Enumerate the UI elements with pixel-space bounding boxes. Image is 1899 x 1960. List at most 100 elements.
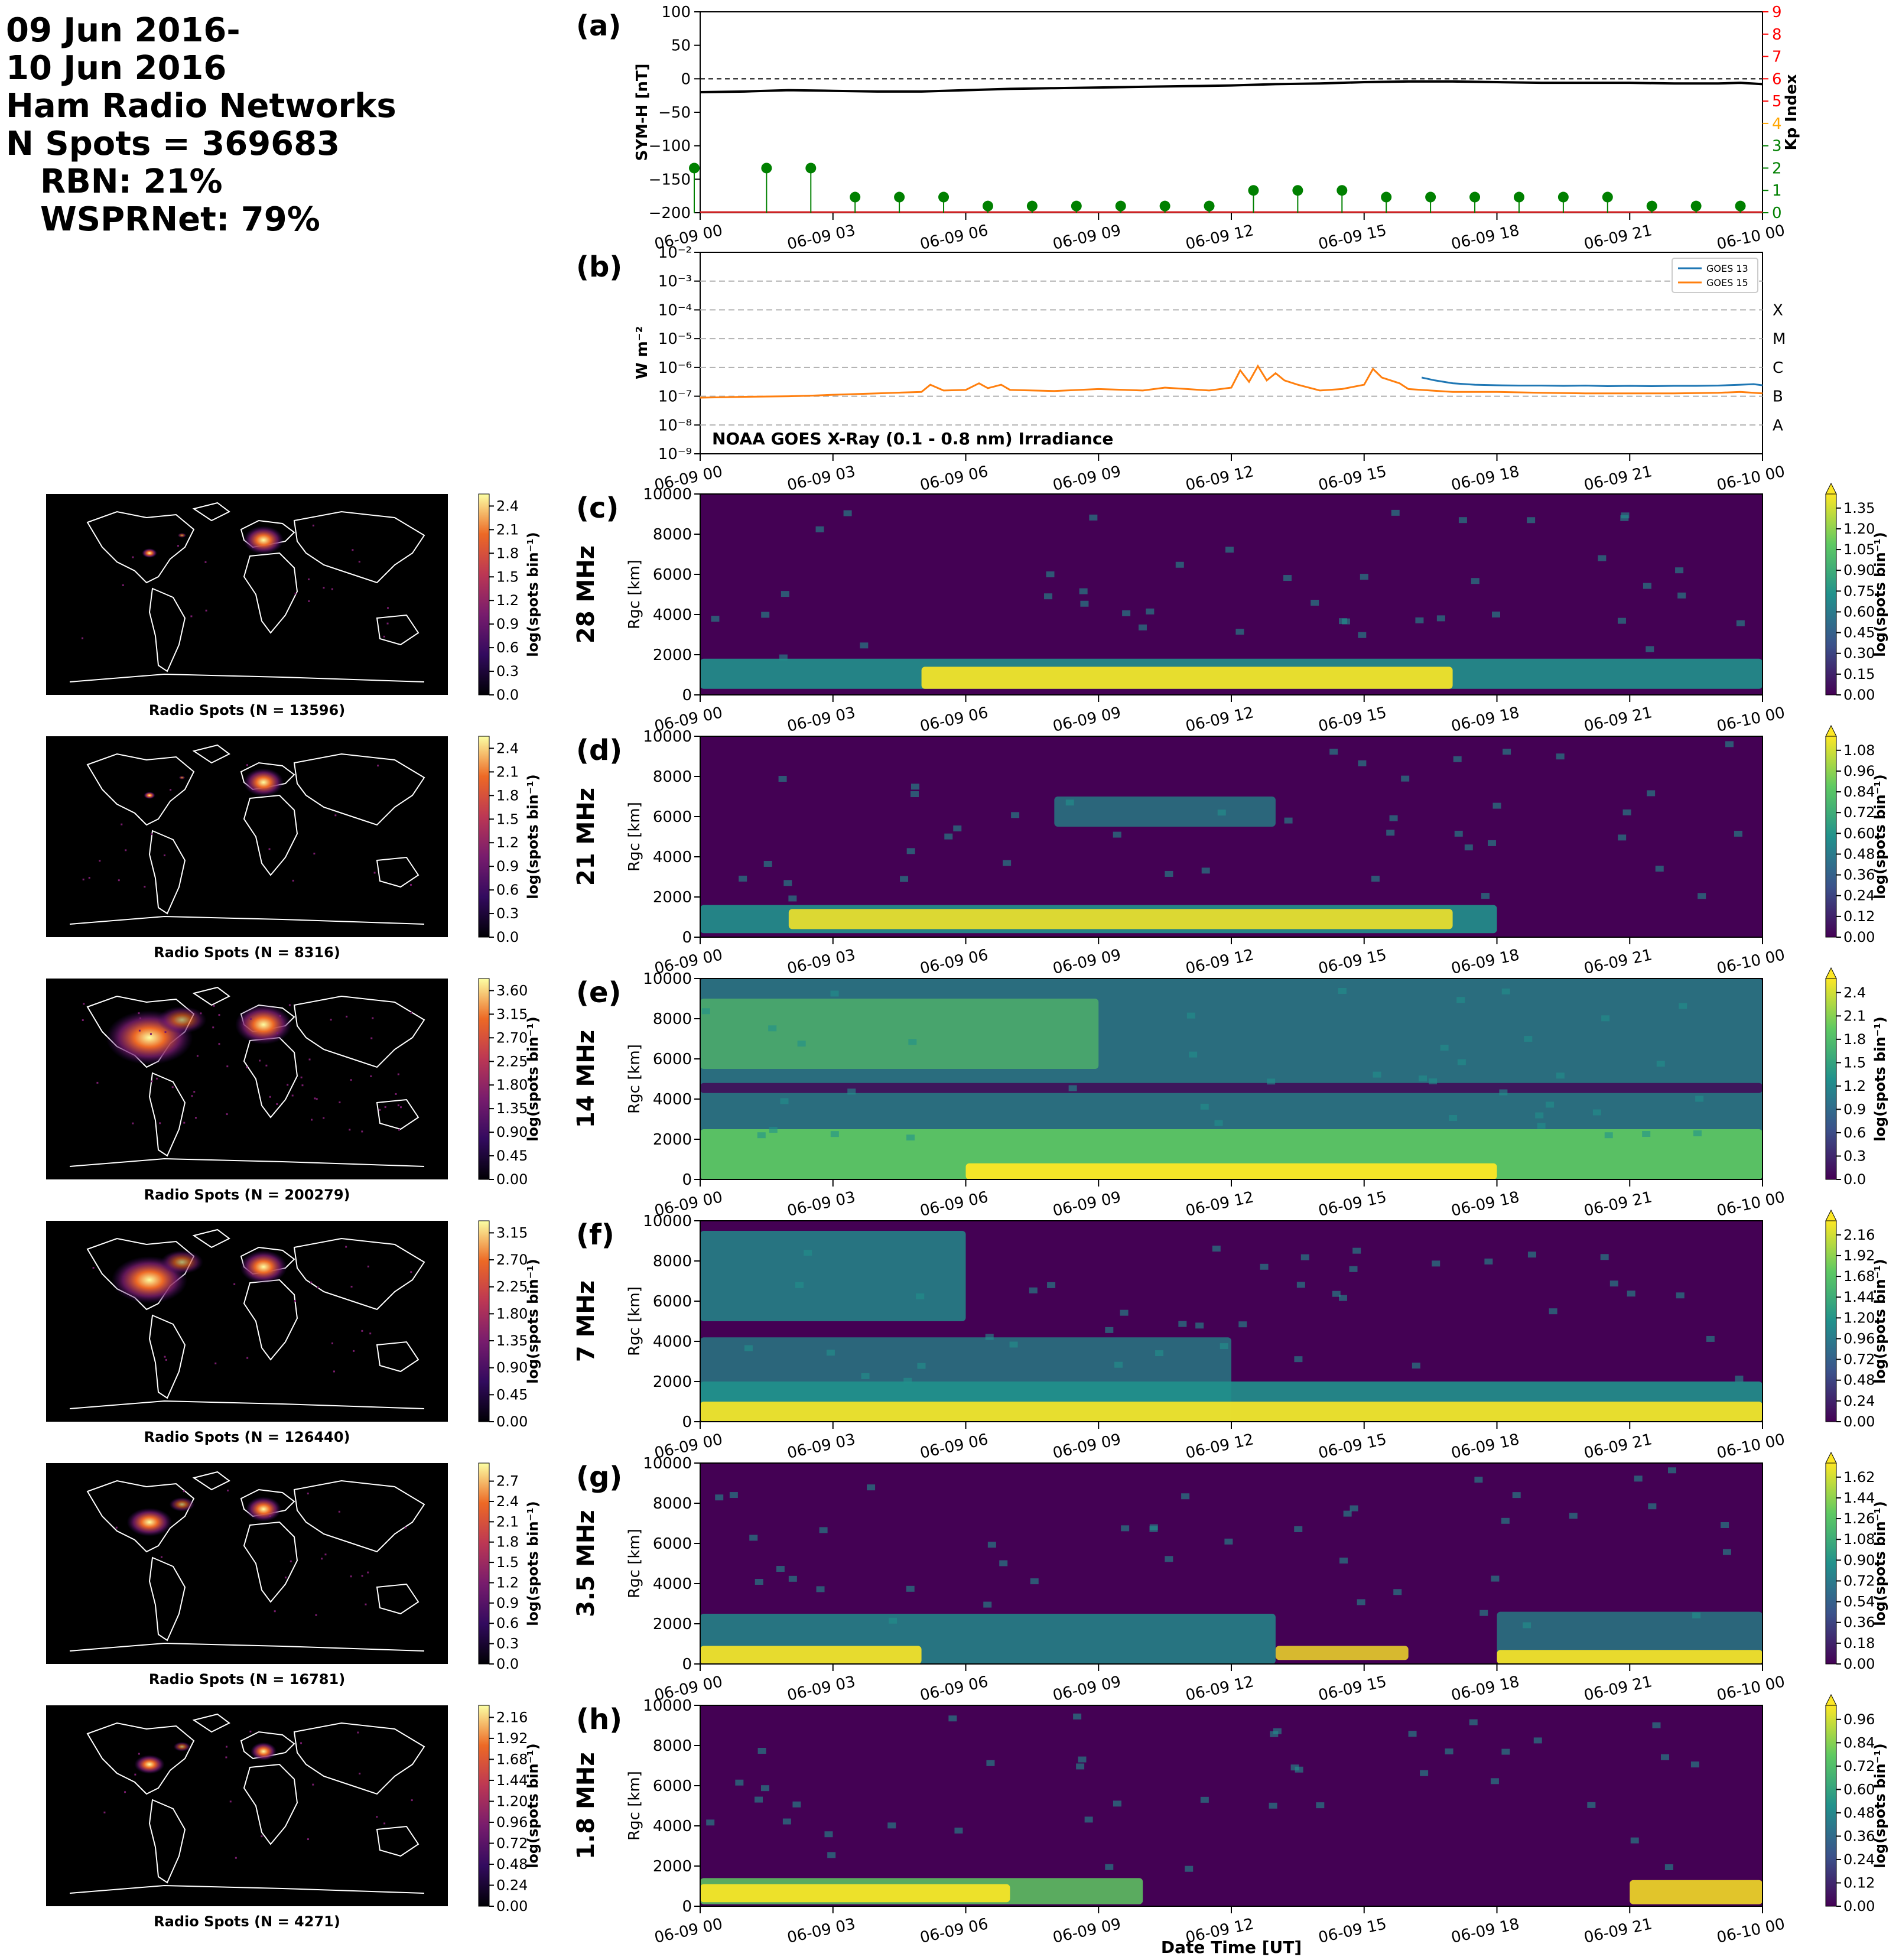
rti-sparse-cell [1527, 517, 1536, 524]
panel-b-legend-label: GOES 13 [1706, 263, 1748, 274]
panel-b-xtick-label: 06-09 06 [918, 463, 990, 495]
map-colorbar-label: log(spots bin⁻¹) [525, 1501, 541, 1626]
summary-date-start: 09 Jun 2016- [6, 11, 240, 50]
rti-sparse-cell [1047, 1282, 1056, 1288]
map-title: Radio Spots (N = 16781) [149, 1671, 345, 1688]
rti-sparse-cell [1537, 1123, 1546, 1129]
rti-sparse-cell [1296, 1282, 1305, 1288]
panel-a-kp-marker [894, 191, 905, 203]
rti-sparse-cell [763, 860, 772, 867]
world-map-coastline [240, 1731, 295, 1760]
rti-sparse-cell [744, 1345, 753, 1351]
map-spot-pixel [290, 1560, 292, 1562]
panel-b-ytick-label: 10⁻² [658, 244, 692, 262]
rti-sparse-cell [755, 1579, 763, 1585]
rti-band-label: 3.5 MHz [573, 1510, 600, 1617]
rti-sparse-cell [1290, 1764, 1299, 1771]
map-spot-pixel [155, 1077, 158, 1080]
map-colorbar-tick-label: 0.45 [496, 1148, 528, 1164]
rti-sparse-cell [1556, 1072, 1565, 1079]
rti-colorbar-label: log(spots bin⁻¹) [1872, 1743, 1888, 1868]
rti-sparse-cell [1079, 588, 1088, 594]
rti-colorbar-extend-arrow [1825, 1694, 1837, 1706]
map-colorbar-label: log(spots bin⁻¹) [525, 1743, 541, 1868]
rti-sparse-cell [1311, 600, 1319, 606]
rti-sparse-cell [986, 1760, 995, 1766]
world-map-coastline [243, 1279, 298, 1361]
map-colorbar-label: log(spots bin⁻¹) [525, 1016, 541, 1142]
map-spot-pixel [276, 1103, 278, 1106]
rti-ytick-label: 2000 [653, 646, 692, 664]
panel-b-ytick-label: 10⁻⁴ [658, 301, 692, 319]
rti-colorbar-tick-label: 0.6 [1843, 1124, 1866, 1141]
map-spot-pixel [103, 1811, 106, 1813]
map-colorbar-tick-label: 0.9 [496, 1595, 519, 1611]
rti-sparse-cell [889, 1617, 898, 1624]
panel-a-ytick-label: −150 [649, 171, 691, 188]
map-title: Radio Spots (N = 13596) [149, 702, 345, 719]
rti-colorbar-tick-label: 1.44 [1843, 1289, 1875, 1305]
map-colorbar-tick-label: 0.3 [496, 905, 519, 922]
map-spot-pixel [276, 1032, 278, 1034]
panel-a-kp-marker [1557, 191, 1569, 203]
band-panel-3-5-mhz: Radio Spots (N = 16781) 2.7 2.4 2.1 1.8 1.5 1.… [46, 1451, 1888, 1705]
map-spot-pixel [383, 635, 385, 638]
map-spot-pixel [316, 1098, 318, 1100]
rti-colorbar-tick-label: 0.72 [1843, 1572, 1875, 1589]
rti-sparse-cell [1587, 1802, 1596, 1808]
map-colorbar-tick-label: 0.45 [496, 1386, 528, 1403]
rti-sparse-cell [1622, 809, 1631, 815]
panel-a-ytick-label: −200 [649, 204, 691, 222]
world-map-coastline [148, 587, 186, 672]
rti-0-xtick-label: 06-09 03 [786, 704, 857, 736]
rti-colorbar-tick-label: 0.60 [1843, 825, 1875, 841]
panel-a-kp-marker [1646, 200, 1657, 212]
panel-b-goes13-line [1421, 376, 1763, 388]
panel-a-kp-marker [1248, 185, 1259, 196]
panel-a-xtick-label: 06-09 12 [1184, 222, 1256, 253]
map-spot-pixel [300, 1076, 303, 1078]
map-colorbar-tick-label: 0.00 [496, 1898, 528, 1915]
map-spot-pixel [122, 584, 124, 586]
map-spot-pixel [218, 1043, 220, 1045]
map-spot-pixel [346, 1015, 348, 1018]
world-map-background [46, 494, 448, 695]
rti-sparse-cell [830, 1131, 839, 1137]
map-spot-pixel [358, 561, 360, 563]
rti-colorbar-tick-label: 0.96 [1843, 763, 1875, 779]
rti-sparse-cell [1440, 1044, 1449, 1051]
map-colorbar-tick-label: 0.9 [496, 858, 519, 875]
rti-sparse-cell [1114, 1361, 1123, 1368]
rti-sparse-cell [1642, 1131, 1651, 1137]
rti-sparse-cell [983, 1601, 992, 1608]
map-spot-pixel [350, 1079, 352, 1081]
rti-sparse-cell [1220, 1343, 1228, 1350]
rti-sparse-cell [1695, 1096, 1704, 1102]
rti-sparse-cell [1487, 840, 1496, 846]
rti-sparse-cell [903, 1377, 912, 1384]
rti-colorbar-tick-label: 1.20 [1843, 1309, 1875, 1326]
panel-a-ylabel-left: SYM-H [nT] [633, 63, 651, 161]
world-map-coastline [69, 915, 425, 925]
panel-b-ytick-label: 10⁻⁶ [658, 359, 692, 377]
world-map-coastline [376, 1583, 420, 1615]
panel-b-flare-class: B [1773, 388, 1783, 406]
map-spot-density-north-america [126, 1508, 173, 1536]
rti-sparse-cell [815, 526, 824, 532]
rti-colorbar-tick-label: 1.05 [1843, 541, 1875, 558]
rti-colorbar [1825, 1220, 1837, 1422]
rti-ytick-label: 8000 [653, 1253, 692, 1270]
map-spot-density-europe [243, 768, 284, 797]
map-spot-pixel [345, 1246, 347, 1248]
rti-sparse-cell [1283, 575, 1292, 581]
rti-sparse-cell [816, 1586, 825, 1592]
rti-ytick-label: 10000 [643, 1455, 692, 1473]
rti-sparse-cell [1454, 830, 1463, 837]
rti-sparse-cell [1401, 775, 1410, 782]
band-panel-28-mhz: Radio Spots (N = 13596) 2.4 2.1 1.8 1.5 1.2 0.… [46, 482, 1888, 736]
rti-1-xtick-label: 06-09 12 [1184, 946, 1256, 978]
rti-colorbar-tick-label: 0.36 [1843, 1828, 1875, 1844]
rti-sparse-cell [1238, 1321, 1247, 1328]
rti-sparse-cell [1449, 1115, 1458, 1122]
rti-sparse-cell [1736, 620, 1745, 626]
